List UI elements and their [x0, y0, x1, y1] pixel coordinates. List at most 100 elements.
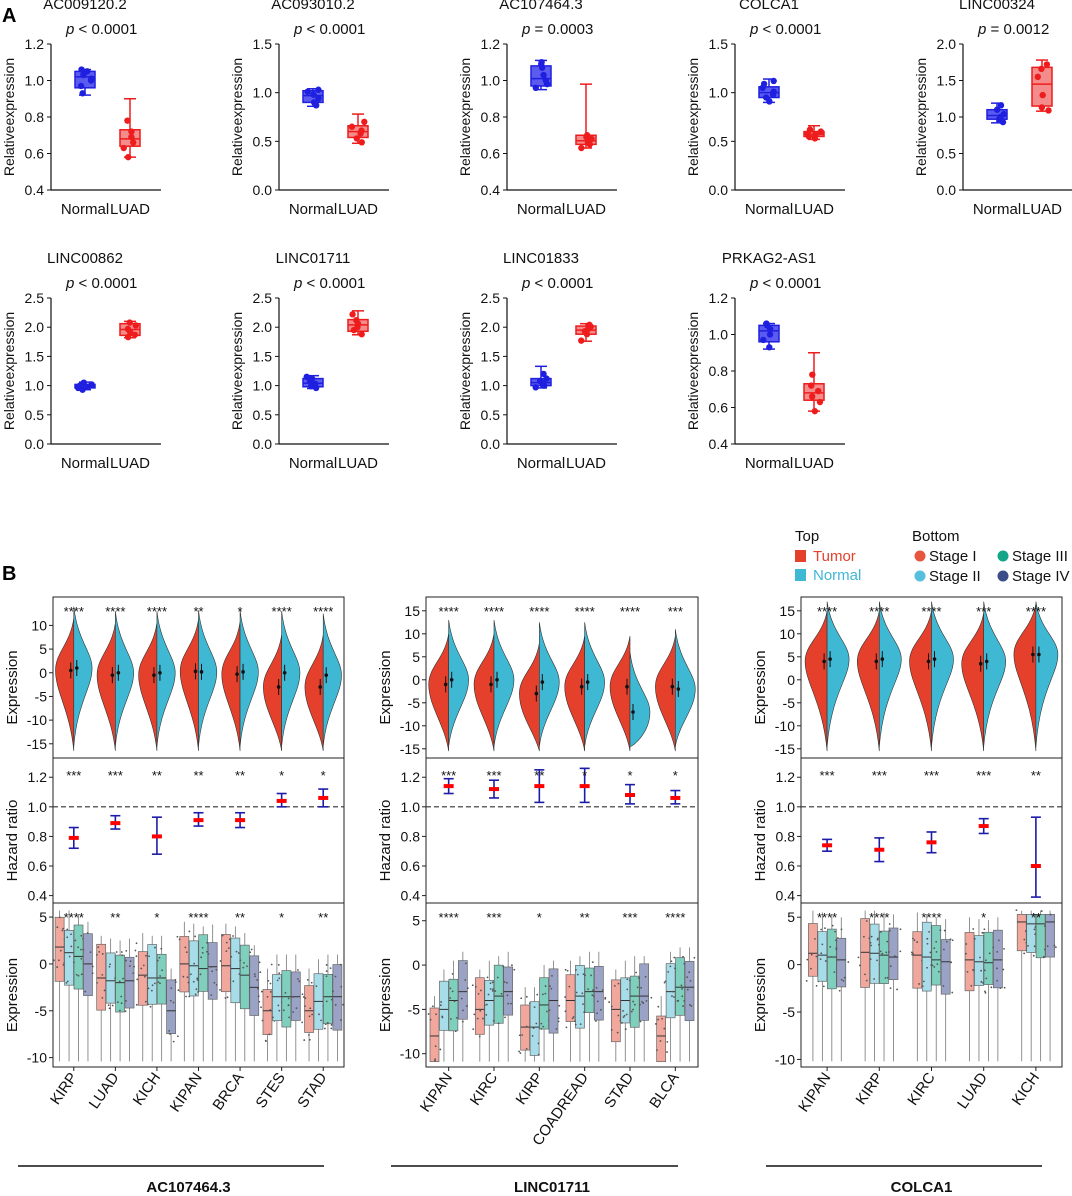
stage-point: [282, 1009, 285, 1012]
stage-point: [56, 966, 59, 968]
stage-box: [281, 970, 292, 1028]
y-tick-label: 1.5: [253, 348, 273, 364]
stage-point: [592, 989, 594, 992]
row-label-hazard: Hazard ratio: [752, 800, 769, 882]
stage-point: [206, 941, 208, 944]
stage-point: [532, 1027, 535, 1029]
stage-box: [304, 985, 314, 1033]
stage-box: [888, 927, 899, 980]
violin-significance: **: [193, 604, 203, 619]
stage-box: [584, 967, 595, 1014]
stage-point: [528, 1002, 531, 1005]
stage-point: [201, 946, 204, 949]
stage-point: [278, 1009, 281, 1012]
legend-stage-dot: [914, 570, 926, 582]
y-tick-label: 2.0: [481, 319, 501, 335]
hazard-point: [926, 840, 937, 845]
stage-box: [983, 931, 994, 985]
stage-point: [980, 969, 983, 972]
stage-point: [124, 1010, 127, 1013]
data-point: [315, 95, 322, 102]
stage-point: [276, 979, 279, 982]
stage-significance: *: [981, 910, 986, 925]
violin-tumor: [96, 623, 116, 751]
stage-point: [1023, 938, 1026, 941]
x-tick-label: KICH: [130, 1070, 164, 1109]
data-point: [1000, 110, 1007, 118]
stage-point: [564, 1010, 567, 1013]
stage-point: [626, 978, 629, 981]
stage-point: [257, 987, 259, 990]
stage-point: [219, 960, 222, 962]
y-tick-label: -5: [783, 695, 796, 711]
stage-point: [235, 950, 238, 953]
stage-significance: *: [537, 910, 542, 925]
stage-point: [583, 1011, 586, 1014]
hazard-significance: **: [534, 768, 544, 783]
stage-point: [287, 1004, 290, 1007]
data-point: [578, 337, 585, 344]
stage-point: [1033, 945, 1036, 948]
stage-point: [133, 965, 135, 968]
violin-normal-median: [495, 678, 499, 682]
stage-point: [454, 1030, 457, 1033]
box-normal: [530, 59, 552, 92]
stage-box: [684, 960, 695, 1022]
p-value: = 0.0003: [535, 21, 594, 38]
y-tick-label: -10: [400, 718, 420, 734]
hazard-significance: *: [279, 768, 284, 783]
stage-point: [485, 1013, 488, 1016]
stage-point: [449, 1018, 452, 1020]
legend-tumor-label: Tumor: [813, 548, 856, 565]
data-point: [808, 393, 816, 400]
stage-point: [77, 946, 80, 949]
stage-box: [198, 934, 209, 992]
hazard-significance: ***: [486, 768, 501, 783]
stage-box: [147, 944, 158, 1005]
stage-point: [154, 946, 156, 949]
box-plot-title: PRKAG2-AS1: [722, 250, 816, 267]
x-tick-label: LUAD: [110, 201, 150, 218]
stage-point: [641, 1000, 643, 1003]
y-tick-label: 0.5: [937, 146, 957, 162]
stage-point: [979, 956, 981, 959]
stage-point: [207, 953, 210, 955]
stage-point: [686, 988, 689, 991]
stage-point: [822, 985, 825, 988]
stage-point: [121, 954, 123, 957]
stage-point: [566, 969, 569, 972]
data-point: [1038, 65, 1045, 73]
violin-tumor-median: [874, 659, 879, 664]
stage-point: [261, 1019, 264, 1022]
panel-a: AC009120.2 p < 0.0001 Relativeexpression 0.…: [1, 0, 1072, 472]
stage-point: [622, 1010, 624, 1012]
stage-point: [829, 946, 832, 948]
x-tick-label: STAD: [601, 1069, 637, 1111]
stage-point: [889, 987, 892, 989]
stage-point: [876, 959, 878, 962]
violin-tumor-median: [670, 684, 675, 689]
y-tick-label: 1.2: [28, 769, 48, 785]
stage-point: [135, 942, 138, 945]
stage-point: [230, 955, 233, 958]
y-axis-label: Relativeexpression: [685, 312, 701, 430]
stage-point: [610, 1028, 613, 1031]
data-point: [131, 331, 139, 338]
stage-point: [1033, 928, 1036, 931]
stage-point: [492, 988, 494, 991]
stage-point: [840, 928, 843, 931]
x-tick-label: BLCA: [646, 1070, 682, 1112]
stage-box: [96, 943, 107, 1011]
violin-tumor-median: [822, 659, 826, 664]
data-point: [538, 59, 545, 66]
row-frame-hazard: [425, 757, 699, 904]
x-tick-label: LUAD: [794, 455, 834, 472]
stage-point: [639, 1003, 641, 1006]
stage-point: [936, 963, 939, 966]
stage-point: [256, 979, 259, 981]
stage-point: [210, 994, 213, 997]
stage-point: [188, 930, 191, 933]
data-point: [760, 80, 768, 88]
data-point: [310, 91, 317, 98]
stage-point: [449, 987, 452, 990]
